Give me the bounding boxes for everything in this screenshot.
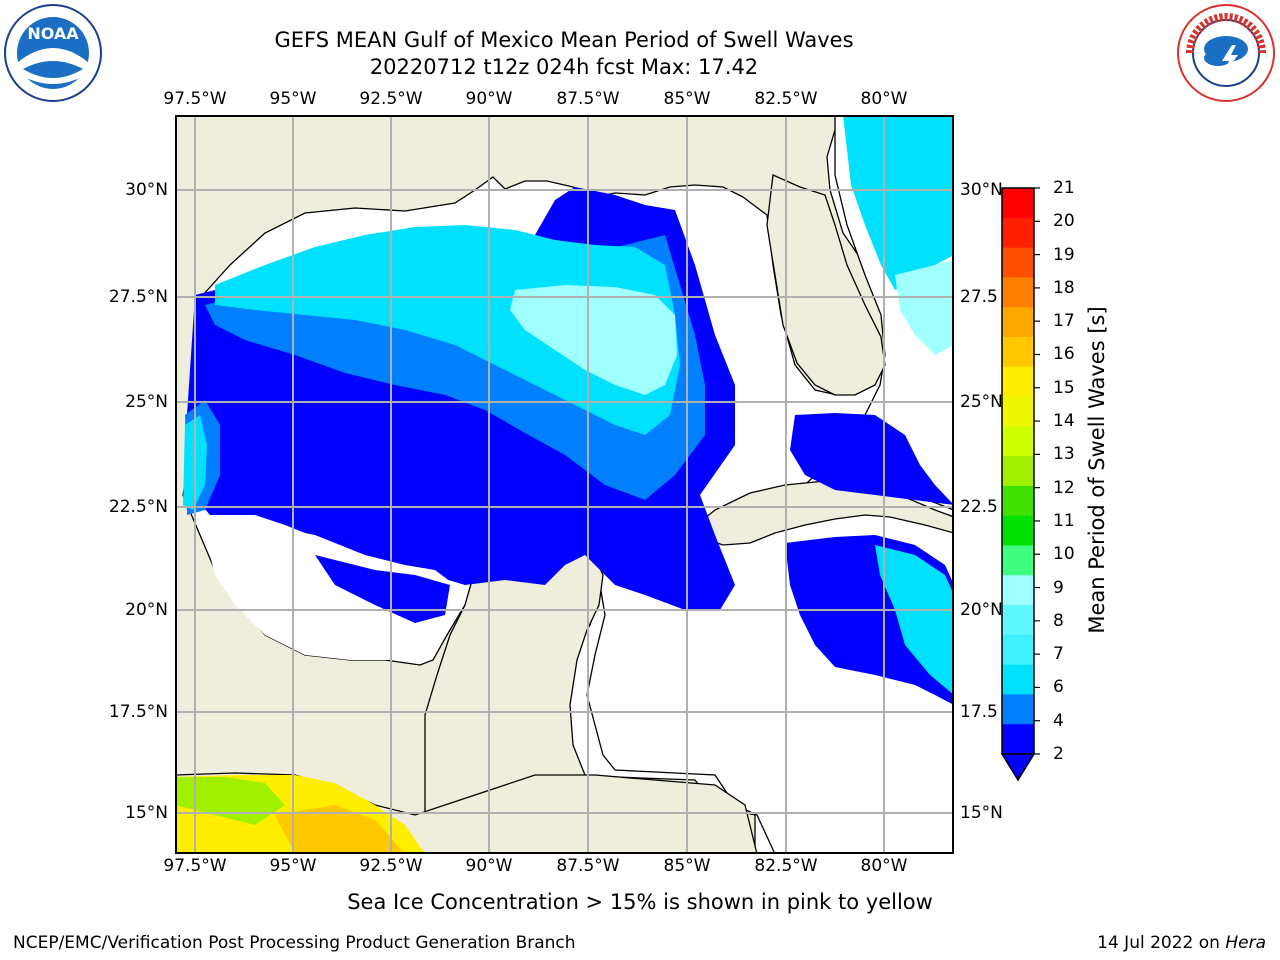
map-subtitle: 20220712 t12z 024h fcst Max: 17.42 (369, 55, 759, 79)
colorbar-tick-label: 16 (1053, 344, 1075, 365)
lon-label-bottom: 90°W (465, 856, 513, 876)
colorbar-tick-label: 11 (1053, 510, 1075, 531)
colorbar-segment (1002, 605, 1034, 636)
colorbar-tick-label: 2 (1053, 744, 1064, 764)
map-plot (175, 115, 954, 854)
colorbar-segment (1002, 336, 1034, 368)
lat-label-left: 20°N (125, 600, 168, 620)
svg-text:NOAA: NOAA (27, 24, 79, 43)
colorbar-segment (1002, 634, 1034, 666)
colorbar-segment (1002, 277, 1034, 308)
swell-band-6-7-caribbean (875, 545, 954, 695)
colorbar-segment (1002, 396, 1034, 427)
colorbar-title: Mean Period of Swell Waves [s] (1085, 306, 1109, 634)
lat-label-left: 22.5°N (108, 497, 168, 517)
lon-label-top: 82.5°W (754, 89, 818, 109)
footer-credit: NCEP/EMC/Verification Post Processing Pr… (13, 933, 576, 953)
colorbar-segment (1002, 724, 1034, 755)
lon-label-top: 97.5°W (163, 89, 227, 109)
lon-label-top: 90°W (465, 89, 513, 109)
lon-label-bottom: 85°W (663, 856, 711, 876)
colorbar-tick-label: 15 (1053, 377, 1075, 398)
colorbar-segment (1002, 188, 1034, 219)
lat-label-left: 30°N (125, 180, 168, 200)
lon-label-bottom: 82.5°W (754, 856, 818, 876)
lat-label-left: 27.5°N (108, 287, 168, 307)
colorbar-segment (1002, 366, 1034, 398)
colorbar-tick-label: 21 (1053, 178, 1075, 198)
lon-label-top: 87.5°W (556, 89, 620, 109)
colorbar-segment (1002, 426, 1034, 457)
lat-label-right: 25°N (960, 392, 1003, 412)
map-title: GEFS MEAN Gulf of Mexico Mean Period of … (274, 28, 854, 52)
gridlines (175, 115, 954, 854)
sea-ice-footnote: Sea Ice Concentration > 15% is shown in … (347, 890, 933, 914)
swell-band-2-4-bahamas (790, 413, 954, 505)
colorbar-segment (1002, 694, 1034, 725)
high-period-zone-orange (275, 805, 405, 854)
lon-label-bottom: 95°W (269, 856, 317, 876)
colorbar-segment (1002, 545, 1034, 576)
colorbar-segment (1002, 217, 1034, 249)
florida (766, 174, 886, 396)
swell-band-2-4-campeche (315, 555, 450, 623)
colorbar-tick-label: 9 (1053, 577, 1064, 598)
swell-band-6-7-atlantic (843, 115, 954, 290)
lon-label-top: 92.5°W (359, 89, 423, 109)
colorbar-segment (1002, 664, 1034, 695)
colorbar-tick-label: 10 (1053, 544, 1075, 565)
colorbar-tick-label: 18 (1053, 277, 1075, 298)
swell-band-7-9-atlantic (895, 260, 954, 355)
colorbar (1000, 186, 1040, 786)
colorbar-tick-label: 13 (1053, 444, 1075, 465)
colorbar-segment (1002, 456, 1034, 487)
colorbar-segment (1002, 247, 1034, 278)
lat-label-left: 25°N (125, 392, 168, 412)
nws-logo (1176, 3, 1276, 103)
colorbar-segment (1002, 307, 1034, 338)
lat-label-right: 20°N (960, 600, 1003, 620)
colorbar-tick-label: 17 (1053, 311, 1075, 332)
cuba (688, 480, 954, 546)
colorbar-tick-label: 7 (1053, 644, 1064, 665)
lon-label-top: 85°W (663, 89, 711, 109)
colorbar-segment (1002, 575, 1034, 606)
colorbar-tick-label: 14 (1053, 411, 1075, 432)
lon-label-top: 80°W (860, 89, 908, 109)
footer-date: 14 Jul 2022 on Hera (1097, 933, 1266, 953)
campeche-no-data (205, 525, 455, 660)
lon-label-bottom: 97.5°W (163, 856, 227, 876)
lon-label-bottom: 92.5°W (359, 856, 423, 876)
lat-label-right: 22.5 (960, 497, 998, 517)
lon-label-bottom: 80°W (860, 856, 908, 876)
lat-label-right: 27.5 (960, 287, 998, 307)
swell-band-7-9 (510, 285, 677, 395)
colorbar-segment (1002, 515, 1034, 546)
colorbar-tick-label: 12 (1053, 477, 1075, 498)
map-frame (175, 115, 954, 854)
lat-label-left: 17.5°N (108, 702, 168, 722)
colorbar-tick-label: 8 (1053, 610, 1064, 631)
footer-date-text: 14 Jul 2022 on (1097, 933, 1226, 953)
lat-label-right: 30°N (960, 180, 1003, 200)
lon-label-top: 95°W (269, 89, 317, 109)
lat-label-right: 17.5 (960, 702, 998, 722)
colorbar-tick-label: 6 (1053, 677, 1064, 698)
colorbar-segment (1002, 485, 1034, 517)
noaa-logo: NOAA (3, 3, 103, 103)
colorbar-tick-label: 19 (1053, 244, 1075, 265)
footer-host: Hera (1225, 933, 1266, 953)
lon-label-bottom: 87.5°W (556, 856, 620, 876)
swell-band-6-7 (215, 225, 680, 435)
colorbar-extend-arrow (1000, 753, 1036, 782)
lat-label-right: 15°N (960, 803, 1003, 823)
colorbar-tick-label: 4 (1053, 710, 1064, 731)
lat-label-left: 15°N (125, 803, 168, 823)
colorbar-tick-label: 20 (1053, 211, 1075, 232)
